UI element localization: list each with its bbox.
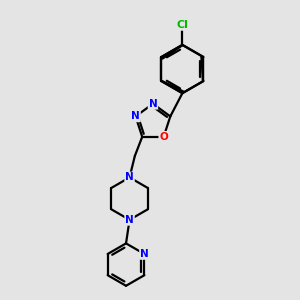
Text: N: N	[131, 111, 140, 122]
Text: Cl: Cl	[176, 20, 188, 30]
Text: N: N	[125, 172, 134, 182]
Text: N: N	[125, 215, 134, 225]
Text: N: N	[140, 249, 149, 259]
Text: O: O	[159, 132, 168, 142]
Text: N: N	[148, 99, 157, 109]
